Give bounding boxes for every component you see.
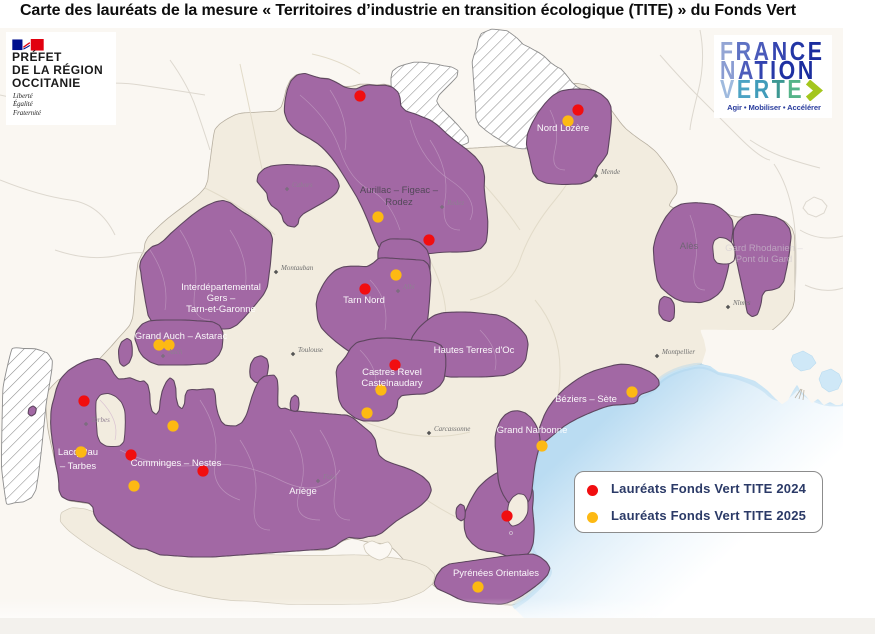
svg-text:Nîmes: Nîmes	[732, 299, 751, 307]
svg-text:Auch: Auch	[167, 348, 183, 356]
svg-text:Carcassonne: Carcassonne	[434, 425, 470, 433]
svg-text:Rodez: Rodez	[446, 199, 464, 207]
svg-text:Grand Auch – Astarac: Grand Auch – Astarac	[135, 331, 228, 342]
svg-text:Cahors: Cahors	[292, 181, 313, 189]
svg-text:Hautes Terres d'Oc: Hautes Terres d'Oc	[434, 345, 515, 356]
svg-text:Toulouse: Toulouse	[298, 346, 323, 354]
svg-text:Aurillac – Figeac –: Aurillac – Figeac –	[360, 185, 439, 196]
svg-text:Nord Lozère: Nord Lozère	[537, 123, 589, 134]
svg-text:Mende: Mende	[600, 168, 620, 176]
svg-text:Comminges – Nestes: Comminges – Nestes	[131, 458, 222, 469]
svg-text:Alès: Alès	[680, 241, 699, 252]
svg-text:Ariège: Ariège	[289, 486, 316, 497]
svg-text:Tarbes: Tarbes	[91, 416, 110, 424]
svg-text:Montpellier: Montpellier	[661, 348, 695, 356]
svg-text:Castres Revel: Castres Revel	[362, 367, 422, 378]
svg-text:Castelnaudary: Castelnaudary	[361, 378, 423, 389]
svg-text:– Tarbes: – Tarbes	[60, 461, 97, 472]
svg-text:Pyrénées Orientales: Pyrénées Orientales	[453, 568, 539, 579]
svg-text:Foix: Foix	[322, 473, 337, 481]
svg-text:Gard Rhodanien –: Gard Rhodanien –	[725, 243, 803, 254]
svg-text:Pont du Gard: Pont du Gard	[736, 254, 793, 265]
svg-text:Albi: Albi	[402, 283, 415, 291]
svg-text:Béziers – Sète: Béziers – Sète	[555, 394, 617, 405]
svg-text:Tarn Nord: Tarn Nord	[343, 295, 385, 306]
svg-text:Tarn-et-Garonne: Tarn-et-Garonne	[186, 304, 256, 315]
svg-text:Grand Narbonne: Grand Narbonne	[497, 425, 568, 436]
svg-text:Interdépartemental: Interdépartemental	[181, 282, 261, 293]
svg-text:Montauban: Montauban	[280, 264, 314, 272]
svg-text:Rodez: Rodez	[385, 197, 413, 208]
svg-text:Gers –: Gers –	[207, 293, 236, 304]
